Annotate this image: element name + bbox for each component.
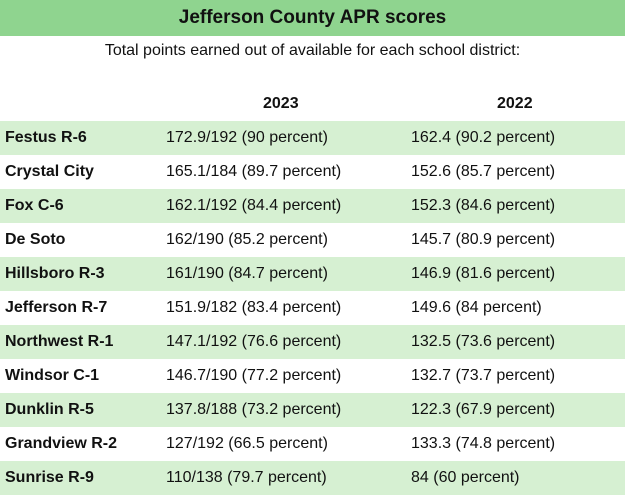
column-header-2022: 2022 <box>497 95 533 112</box>
score-2022: 133.3 (74.8 percent) <box>411 435 556 452</box>
score-2023: 161/190 (84.7 percent) <box>166 265 328 282</box>
scores-table: Festus R-6 172.9/192 (90 percent) 162.4 … <box>0 121 625 495</box>
table-row: Hillsboro R-3 161/190 (84.7 percent) 146… <box>0 257 625 291</box>
table-row: Dunklin R-5 137.8/188 (73.2 percent) 122… <box>0 393 625 427</box>
score-2022: 132.5 (73.6 percent) <box>411 333 556 350</box>
table-row: Northwest R-1 147.1/192 (76.6 percent) 1… <box>0 325 625 359</box>
district-name: Dunklin R-5 <box>5 401 94 418</box>
score-2023: 165.1/184 (89.7 percent) <box>166 163 342 180</box>
district-name: Windsor C-1 <box>5 367 100 384</box>
table-row: Windsor C-1 146.7/190 (77.2 percent) 132… <box>0 359 625 393</box>
district-name: Grandview R-2 <box>5 435 118 452</box>
score-2023: 172.9/192 (90 percent) <box>166 129 328 146</box>
table-row: Festus R-6 172.9/192 (90 percent) 162.4 … <box>0 121 625 155</box>
table-row: Jefferson R-7 151.9/182 (83.4 percent) 1… <box>0 291 625 325</box>
table-row: Fox C-6 162.1/192 (84.4 percent) 152.3 (… <box>0 189 625 223</box>
district-name: De Soto <box>5 231 66 248</box>
district-name: Festus R-6 <box>5 129 87 146</box>
page-title: Jefferson County APR scores <box>178 7 447 28</box>
column-header-row: 2023 2022 <box>0 95 625 117</box>
score-2023: 127/192 (66.5 percent) <box>166 435 328 452</box>
table-row: Crystal City 165.1/184 (89.7 percent) 15… <box>0 155 625 189</box>
score-2023: 137.8/188 (73.2 percent) <box>166 401 342 418</box>
score-2023: 162/190 (85.2 percent) <box>166 231 328 248</box>
district-name: Crystal City <box>5 163 94 180</box>
district-name: Jefferson R-7 <box>5 299 108 316</box>
row-stripe <box>0 257 625 291</box>
score-2022: 149.6 (84 percent) <box>411 299 542 316</box>
score-2022: 145.7 (80.9 percent) <box>411 231 556 248</box>
row-stripe <box>0 461 625 495</box>
score-2022: 84 (60 percent) <box>411 469 520 486</box>
row-stripe <box>0 189 625 223</box>
row-stripe <box>0 325 625 359</box>
score-2023: 151.9/182 (83.4 percent) <box>166 299 342 316</box>
score-2023: 110/138 (79.7 percent) <box>166 469 327 486</box>
subtitle: Total points earned out of available for… <box>104 42 521 59</box>
score-2022: 122.3 (67.9 percent) <box>411 401 556 418</box>
score-2023: 146.7/190 (77.2 percent) <box>166 367 342 384</box>
column-header-2023: 2023 <box>263 95 299 112</box>
score-2023: 162.1/192 (84.4 percent) <box>166 197 342 214</box>
row-stripe <box>0 121 625 155</box>
district-name: Hillsboro R-3 <box>5 265 105 282</box>
district-name: Fox C-6 <box>5 197 64 214</box>
row-stripe <box>0 393 625 427</box>
score-2022: 162.4 (90.2 percent) <box>411 129 556 146</box>
title-bar: Jefferson County APR scores <box>0 0 625 36</box>
table-row: Sunrise R-9 110/138 (79.7 percent) 84 (6… <box>0 461 625 495</box>
district-name: Sunrise R-9 <box>5 469 94 486</box>
score-2022: 146.9 (81.6 percent) <box>411 265 556 282</box>
score-2022: 152.6 (85.7 percent) <box>411 163 556 180</box>
district-name: Northwest R-1 <box>5 333 114 350</box>
score-2022: 132.7 (73.7 percent) <box>411 367 556 384</box>
table-row: De Soto 162/190 (85.2 percent) 145.7 (80… <box>0 223 625 257</box>
score-2022: 152.3 (84.6 percent) <box>411 197 556 214</box>
score-2023: 147.1/192 (76.6 percent) <box>166 333 342 350</box>
table-row: Grandview R-2 127/192 (66.5 percent) 133… <box>0 427 625 461</box>
